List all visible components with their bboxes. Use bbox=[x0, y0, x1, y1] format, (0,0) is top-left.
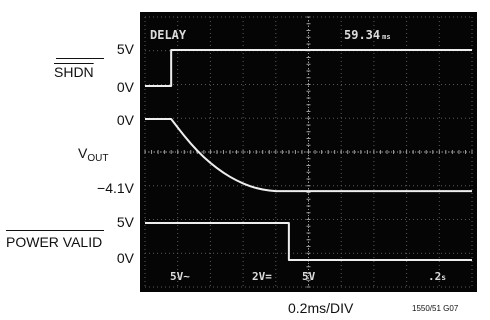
ch2-scale: 2V= bbox=[252, 270, 272, 283]
ch1-scale: 5V~ bbox=[170, 270, 190, 283]
shdn-high-label: 5V bbox=[116, 41, 134, 57]
graticule bbox=[144, 16, 473, 288]
vout-zero-label: 0V bbox=[116, 112, 134, 128]
trace-vout bbox=[145, 118, 472, 193]
shdn-overline bbox=[56, 58, 104, 59]
delay-label: DELAY bbox=[150, 28, 187, 42]
time-per-div-label: 0.2ms/DIV bbox=[288, 300, 354, 316]
pv-low-label: 0V bbox=[116, 250, 134, 266]
oscilloscope-screen: DELAY 59.34 ms 5V~ 2V= 5V .2s bbox=[140, 12, 477, 292]
figure-id: 1550/51 G07 bbox=[412, 304, 459, 313]
timebase-readout: .2s bbox=[428, 270, 446, 283]
trace-shdn bbox=[145, 49, 472, 87]
pv-overline bbox=[6, 230, 104, 231]
pv-label: POWER VALID bbox=[6, 234, 103, 250]
vout-neg-label: −4.1V bbox=[97, 180, 134, 196]
shdn-label: SHDN bbox=[54, 64, 94, 80]
shdn-low-label: 0V bbox=[116, 79, 134, 95]
delay-value: 59.34 ms bbox=[344, 28, 391, 42]
ch3-scale: 5V bbox=[302, 270, 316, 283]
traces bbox=[145, 49, 472, 261]
pv-high-label: 5V bbox=[116, 214, 134, 230]
trace-power-valid bbox=[145, 222, 472, 261]
vout-label: VOUT bbox=[78, 145, 109, 164]
